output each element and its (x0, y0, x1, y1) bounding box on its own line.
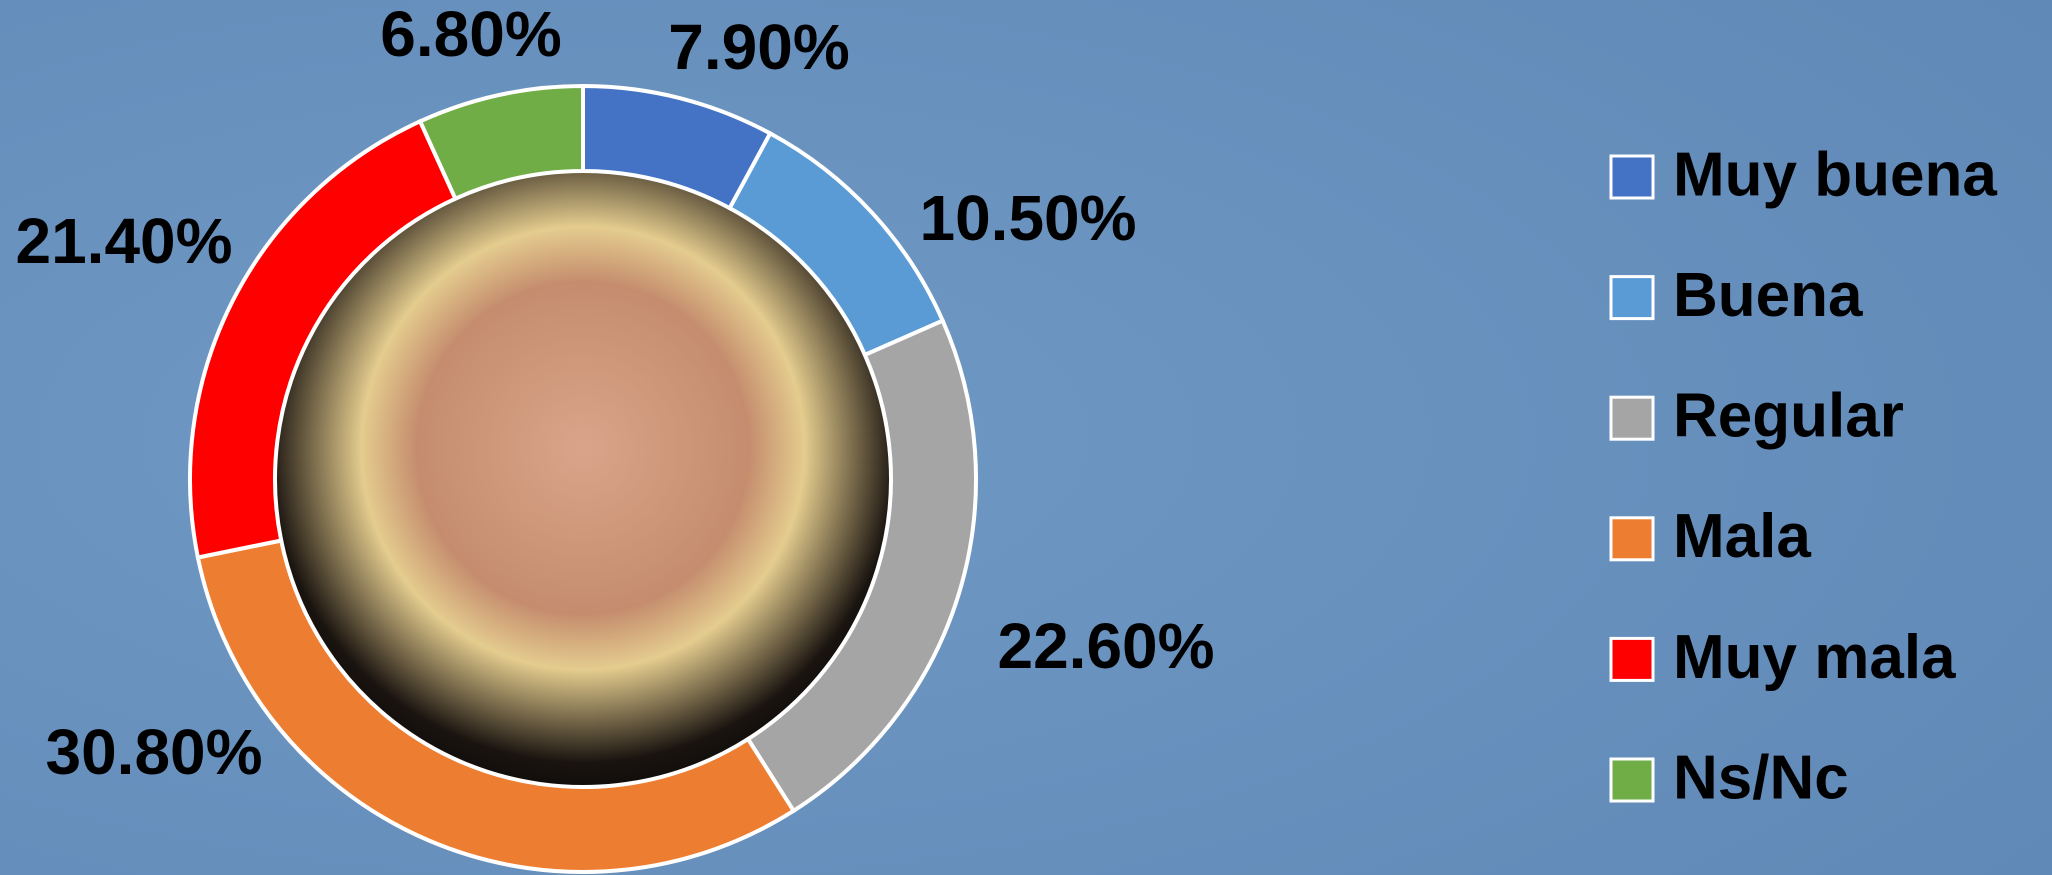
center-photo (275, 171, 891, 787)
legend-label: Muy mala (1673, 623, 1956, 692)
donut-slice (195, 538, 797, 874)
legend-swatch (1609, 636, 1655, 682)
legend-swatch (1609, 154, 1655, 200)
legend-swatch (1609, 757, 1655, 803)
data-label: 6.80% (380, 0, 561, 70)
legend-swatch (1609, 395, 1655, 441)
legend-label: Muy buena (1673, 140, 1997, 209)
legend-label: Buena (1673, 261, 1863, 330)
data-label: 10.50% (919, 182, 1136, 254)
legend-label: Mala (1673, 502, 1811, 571)
legend-label: Ns/Nc (1673, 743, 1849, 812)
data-label: 7.90% (668, 11, 849, 83)
legend-label: Regular (1673, 382, 1904, 451)
legend-swatch (1609, 516, 1655, 562)
donut-slice (417, 83, 585, 202)
data-label: 22.60% (997, 610, 1214, 682)
legend-swatch (1609, 275, 1655, 321)
data-label: 30.80% (45, 716, 262, 788)
data-label: 21.40% (15, 205, 232, 277)
